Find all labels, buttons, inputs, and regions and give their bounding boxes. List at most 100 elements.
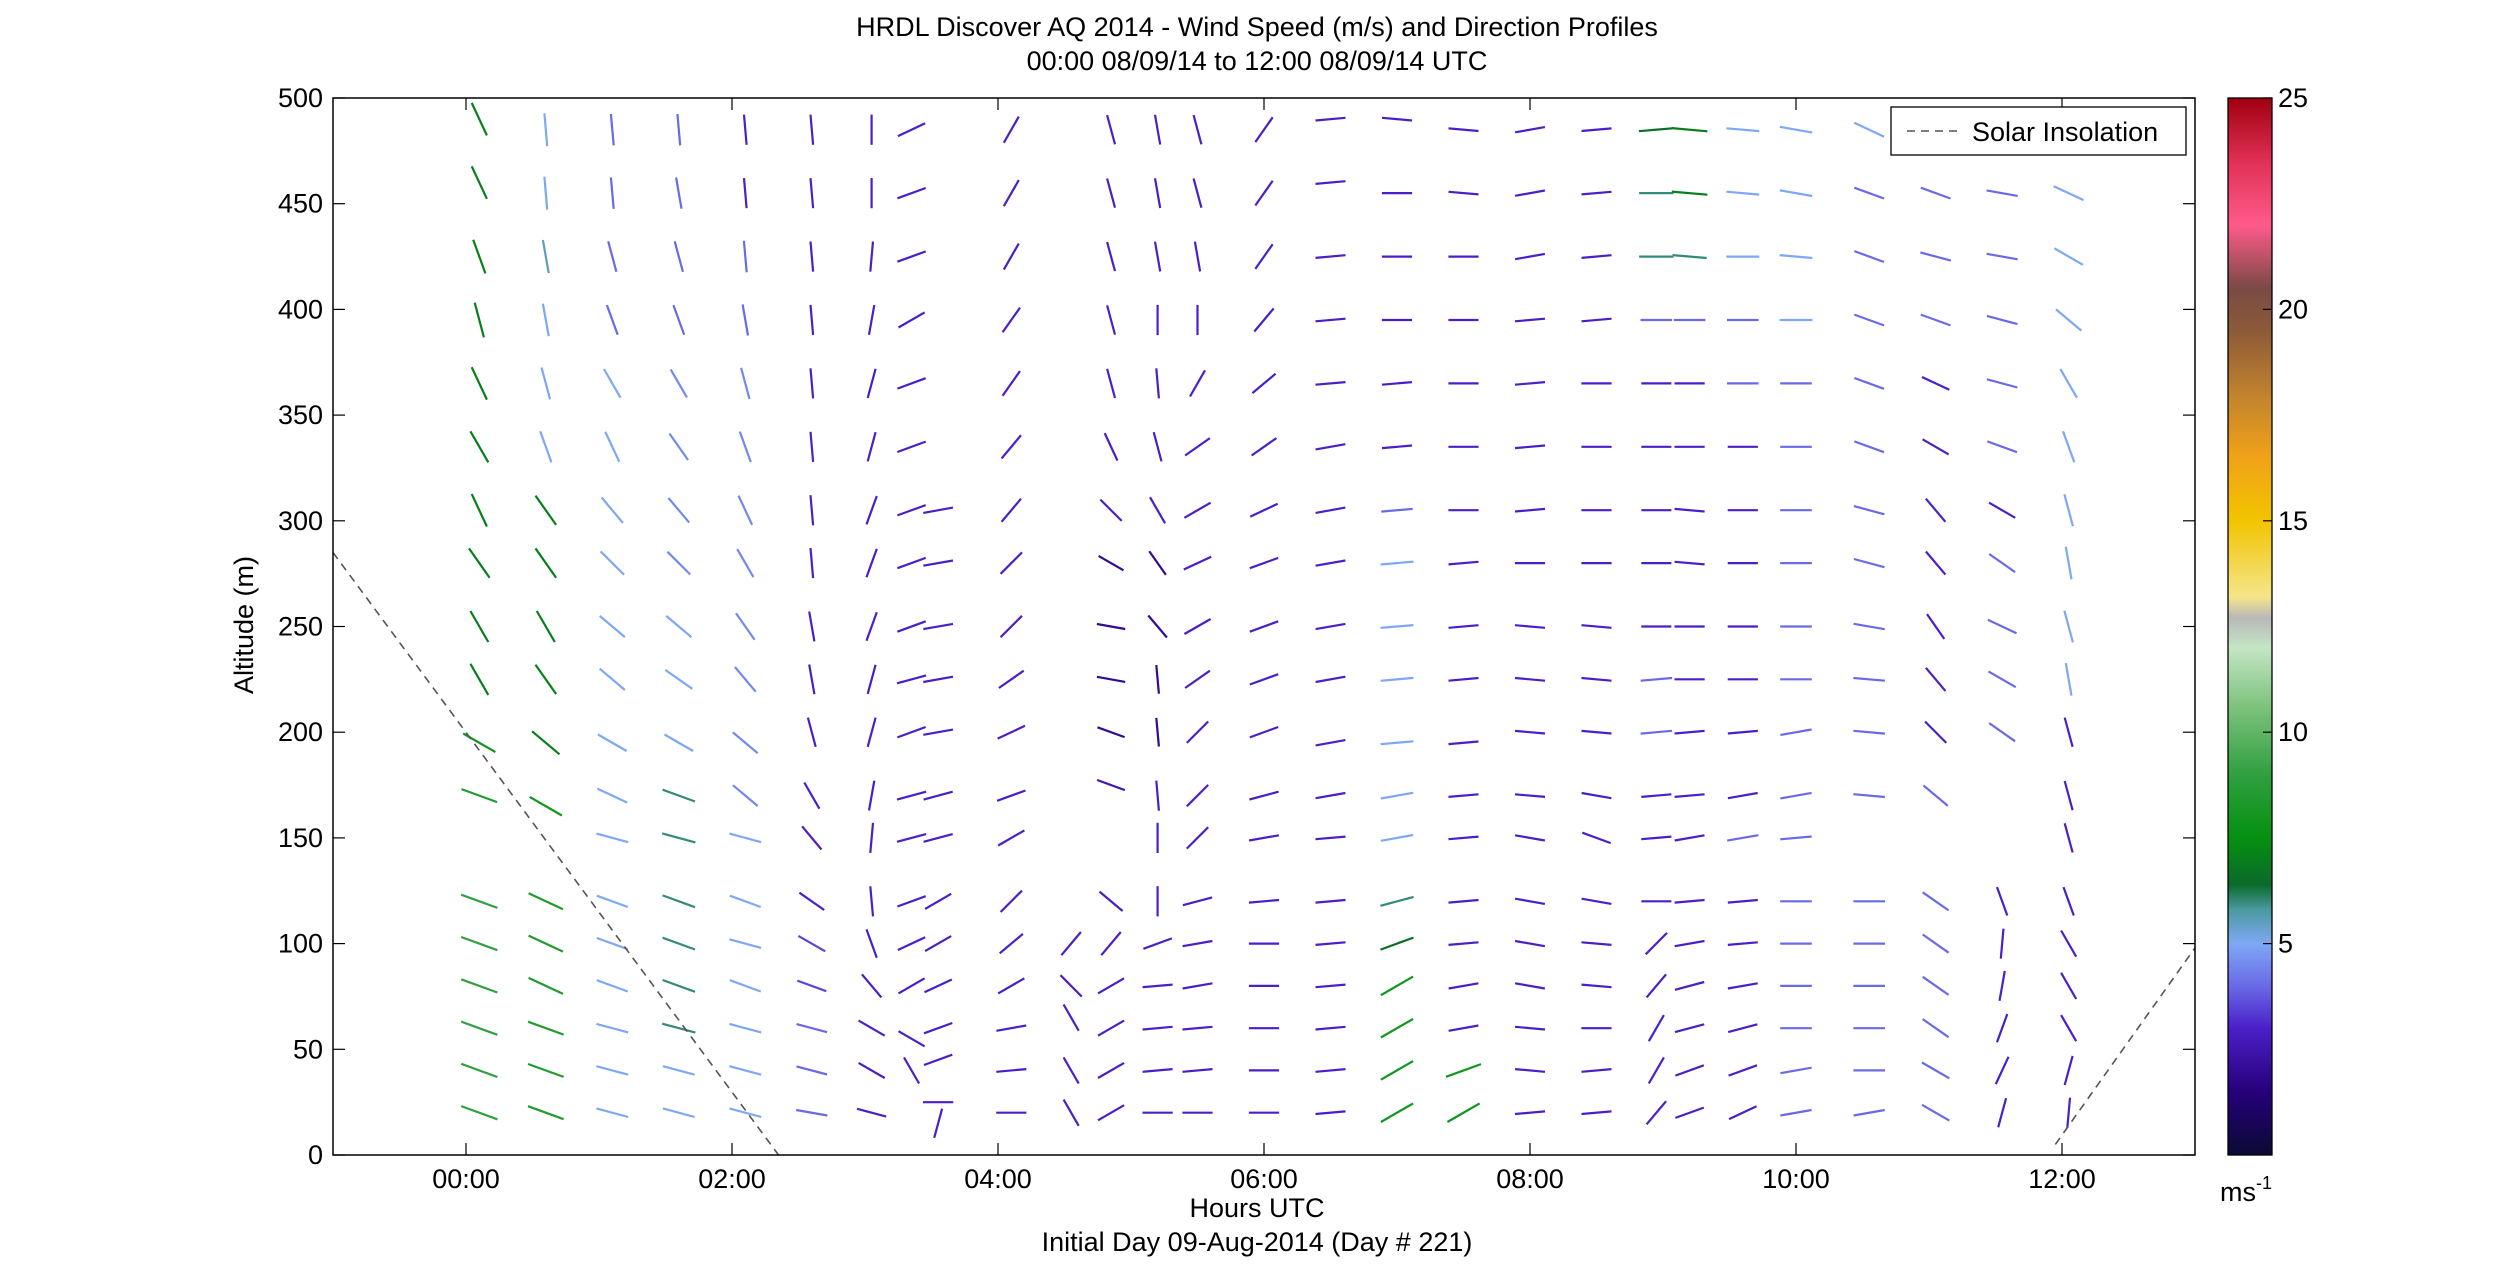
- y-tick-label: 0: [308, 1140, 323, 1170]
- colorbar-tick-label: 25: [2278, 83, 2308, 113]
- wind-stick: [1315, 317, 1346, 323]
- x-tick-label: 12:00: [2028, 1164, 2096, 1194]
- wind-stick: [1780, 791, 1812, 800]
- wind-stick: [1853, 376, 1885, 390]
- wind-stick: [470, 102, 488, 136]
- wind-stick: [541, 303, 550, 337]
- x-tick-label: 10:00: [1762, 1164, 1830, 1194]
- wind-stick: [1182, 939, 1213, 948]
- wind-stick: [1853, 250, 1885, 264]
- wind-stick: [599, 550, 625, 576]
- wind-stick: [1987, 618, 2017, 635]
- wind-stick: [661, 1022, 696, 1034]
- wind-stick: [1143, 937, 1173, 950]
- wind-stick: [1315, 941, 1346, 946]
- wind-stick: [1514, 381, 1546, 386]
- wind-stick: [1380, 740, 1414, 746]
- wind-stick: [897, 1030, 926, 1048]
- wind-stick: [1727, 834, 1759, 842]
- wind-stick: [529, 795, 563, 817]
- wind-stick: [866, 431, 877, 462]
- wind-stick: [1674, 560, 1705, 566]
- wind-stick: [734, 666, 757, 693]
- wind-stick: [1062, 1099, 1080, 1127]
- wind-stick: [2063, 717, 2074, 748]
- x-tick-label: 04:00: [964, 1164, 1032, 1194]
- wind-stick: [808, 664, 816, 695]
- wind-stick: [897, 311, 926, 329]
- wind-stick: [1380, 560, 1414, 566]
- wind-stick: [1315, 791, 1346, 800]
- wind-stick: [2055, 308, 2083, 332]
- x-tick-label: 08:00: [1496, 1164, 1564, 1194]
- wind-stick: [527, 1020, 564, 1036]
- wind-stick: [1381, 507, 1413, 513]
- wind-stick: [1514, 189, 1546, 197]
- wind-stick: [897, 504, 927, 517]
- wind-stick: [1192, 178, 1203, 208]
- wind-stick: [1153, 178, 1162, 209]
- wind-stick: [1099, 498, 1123, 522]
- wind-stick: [1446, 1102, 1481, 1123]
- wind-stick: [1671, 127, 1708, 133]
- wind-stick: [1315, 898, 1346, 904]
- wind-stick: [1315, 443, 1346, 451]
- wind-stick: [741, 304, 750, 336]
- wind-stick: [460, 935, 498, 952]
- wind-stick: [2061, 430, 2076, 463]
- wind-stick: [729, 832, 762, 844]
- wind-stick: [1189, 369, 1206, 398]
- wind-stick: [1675, 1064, 1705, 1077]
- wind-stick: [897, 377, 927, 390]
- wind-stick: [1853, 729, 1885, 735]
- wind-stick: [1514, 126, 1546, 134]
- wind-stick: [1380, 895, 1414, 907]
- wind-stick: [1380, 624, 1414, 629]
- wind-stick: [596, 936, 629, 951]
- wind-stick: [809, 114, 815, 145]
- wind-stick: [1728, 1064, 1758, 1077]
- wind-stick: [866, 368, 877, 399]
- x-axis-sublabel: Initial Day 09-Aug-2014 (Day # 221): [1042, 1227, 1473, 1257]
- wind-stick: [1925, 667, 1947, 692]
- wind-stick: [1853, 505, 1885, 516]
- wind-stick: [729, 1107, 762, 1119]
- wind-stick: [1000, 497, 1022, 523]
- wind-stick: [1674, 980, 1705, 991]
- y-axis-label: Altitude (m): [229, 556, 259, 694]
- wind-stick: [1186, 826, 1209, 850]
- wind-stick: [1674, 1023, 1705, 1034]
- wind-stick: [528, 976, 564, 995]
- wind-stick: [1448, 740, 1479, 746]
- y-tick-label: 500: [278, 83, 323, 113]
- wind-stick: [596, 894, 629, 909]
- wind-stick: [1448, 560, 1479, 566]
- wind-stick: [998, 669, 1025, 689]
- wind-stick: [729, 1065, 762, 1076]
- wind-stick: [673, 241, 684, 273]
- wind-stick: [607, 241, 618, 273]
- wind-stick: [1186, 720, 1209, 744]
- wind-stick: [1920, 186, 1951, 200]
- wind-stick: [1002, 116, 1020, 144]
- wind-stick: [1514, 834, 1546, 842]
- wind-stick: [470, 165, 488, 200]
- wind-stick: [604, 431, 621, 463]
- wind-stick: [1182, 1068, 1213, 1073]
- wind-stick: [923, 1021, 953, 1035]
- wind-stick: [1581, 317, 1612, 323]
- wind-stick: [1727, 1023, 1758, 1034]
- wind-stick: [2059, 368, 2078, 399]
- wind-stick: [1192, 114, 1203, 145]
- wind-stick: [999, 551, 1023, 575]
- wind-stick: [866, 717, 877, 748]
- wind-stick: [2063, 823, 2074, 853]
- wind-stick: [1062, 1056, 1080, 1085]
- wind-stick: [999, 889, 1023, 913]
- wind-stick: [1193, 241, 1202, 272]
- wind-stick: [1925, 550, 1947, 576]
- wind-stick: [1641, 793, 1672, 798]
- wind-stick: [1097, 1061, 1125, 1079]
- wind-stick: [2064, 546, 2073, 580]
- wind-stick: [1380, 1060, 1414, 1081]
